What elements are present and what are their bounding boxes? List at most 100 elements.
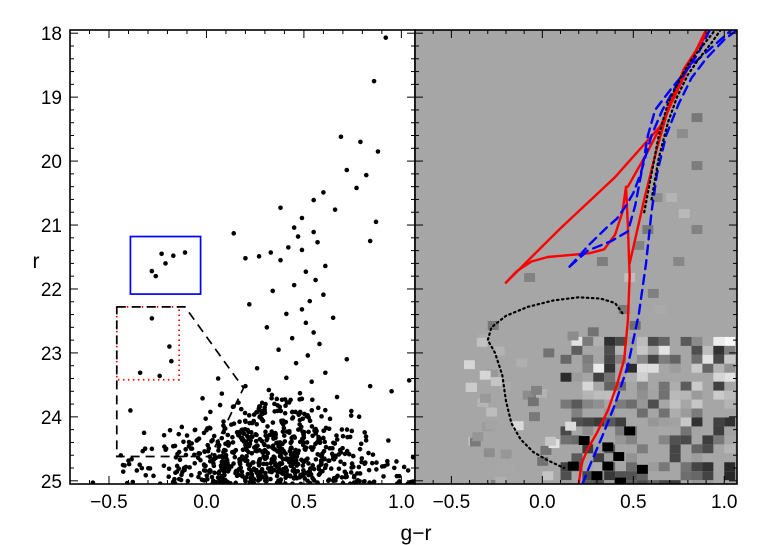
star-point [254, 365, 260, 371]
star-point [406, 378, 412, 383]
star-point [342, 461, 347, 467]
star-point [321, 190, 326, 195]
star-point [327, 446, 333, 451]
hess-pixel [636, 345, 648, 355]
hess-pixel [680, 471, 692, 481]
star-point [307, 466, 313, 471]
star-point [284, 375, 289, 381]
star-point [176, 431, 182, 437]
star-point [321, 435, 326, 441]
star-point [143, 472, 149, 478]
star-point [300, 463, 306, 468]
hess-pixel [582, 480, 594, 484]
star-point [239, 469, 245, 475]
star-point [237, 419, 242, 425]
hess-pixel [702, 336, 714, 346]
hess-pixel [702, 480, 714, 484]
star-point [183, 447, 188, 452]
hess-pixel [543, 348, 555, 358]
star-point [128, 408, 133, 413]
star-point [295, 461, 301, 467]
hess-pixel [604, 354, 616, 364]
star-point [394, 473, 400, 479]
star-point [209, 474, 215, 480]
star-point [401, 464, 407, 470]
star-point [264, 325, 270, 330]
star-point [174, 469, 180, 474]
hess-pixel [713, 435, 725, 445]
star-point [334, 437, 340, 442]
star-points [90, 35, 415, 484]
star-point [232, 449, 237, 454]
star-point [287, 430, 292, 436]
hess-pixel [522, 390, 534, 400]
y-tick-label: 22 [41, 280, 62, 301]
hess-pixel [593, 390, 605, 400]
star-point [146, 465, 151, 471]
hess-pixel [618, 304, 630, 314]
hess-pixel [702, 354, 714, 364]
star-point [166, 466, 172, 472]
star-point [309, 424, 315, 429]
hess-pixel [673, 257, 685, 266]
star-point [244, 453, 249, 459]
star-point [256, 404, 262, 409]
star-point [238, 406, 244, 412]
star-point [210, 437, 215, 443]
hess-pixel [626, 336, 637, 346]
star-point [325, 478, 331, 484]
star-point [323, 462, 329, 468]
hess-pixel [560, 354, 572, 364]
hess-pixel [542, 471, 554, 481]
star-point [311, 466, 317, 472]
star-point [268, 250, 274, 255]
x-tick-label: 1.0 [711, 492, 737, 513]
hess-pixel [529, 412, 540, 422]
star-point [268, 460, 274, 466]
hess-pixel [680, 336, 692, 346]
y-tick-label: 21 [41, 216, 62, 237]
hess-pixel [713, 345, 725, 355]
hess-pixel [636, 336, 648, 346]
hess-pixel [560, 471, 572, 481]
star-point [366, 467, 372, 473]
star-point [342, 451, 348, 457]
star-point [344, 357, 350, 362]
hess-pixel [540, 445, 552, 455]
star-point [163, 261, 168, 266]
star-point [195, 437, 201, 443]
star-point [281, 433, 287, 438]
star-point [212, 470, 217, 476]
star-point [201, 468, 207, 473]
star-point [137, 462, 142, 468]
isochrone-blue-dashed [581, 30, 737, 484]
hess-pixel [626, 453, 637, 463]
star-point [288, 463, 293, 469]
star-point [375, 149, 381, 154]
star-point [405, 468, 411, 473]
star-point [221, 419, 226, 424]
star-point [316, 436, 321, 442]
star-point [300, 473, 306, 479]
hess-pixel [560, 399, 572, 409]
hess-pixel [658, 336, 670, 346]
star-point [208, 468, 213, 474]
star-point [336, 452, 342, 457]
star-point [288, 446, 293, 451]
star-point [274, 462, 279, 467]
star-point [286, 245, 291, 250]
star-point [306, 461, 311, 466]
star-point [162, 444, 167, 449]
star-point [217, 402, 223, 408]
star-point [216, 444, 221, 450]
hess-pixel [626, 471, 637, 481]
hess-pixel [602, 461, 614, 471]
star-point [126, 458, 131, 463]
hess-pixel [724, 354, 736, 364]
hess-pixel [724, 345, 736, 355]
star-point [326, 426, 332, 432]
star-point [330, 315, 336, 321]
hess-pixel [713, 354, 725, 364]
star-point [232, 454, 238, 460]
